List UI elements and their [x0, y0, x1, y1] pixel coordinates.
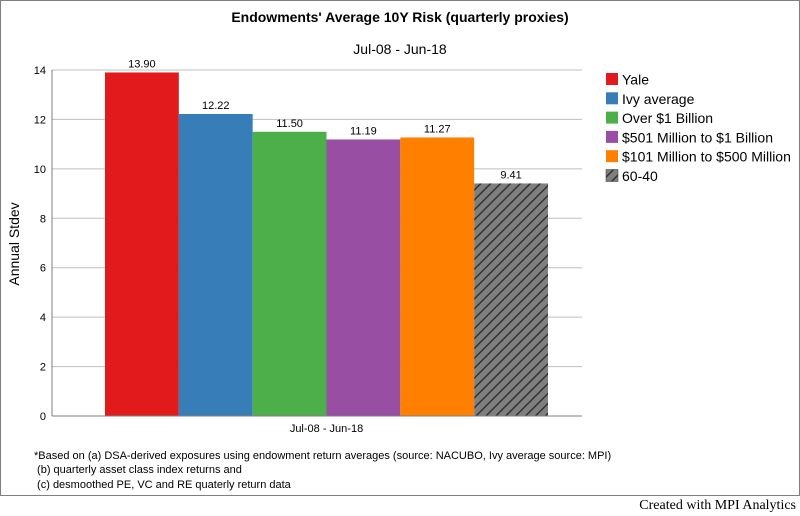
legend-swatch	[606, 73, 618, 85]
legend-label: Ivy average	[622, 91, 695, 107]
legend-label: $501 Million to $1 Billion	[622, 129, 773, 145]
legend-swatch	[605, 169, 619, 182]
data-label: 11.50	[276, 118, 303, 130]
legend-label: Yale	[622, 72, 649, 88]
y-tick-label: 12	[34, 114, 46, 126]
x-tick-label: Jul-08 - Jun-18	[290, 423, 363, 435]
legend-label: Over $1 Billion	[622, 110, 713, 126]
bar-101-million-to-500-million	[400, 137, 475, 416]
data-label: 12.22	[202, 100, 230, 112]
legend-label: $101 Million to $500 Million	[622, 149, 791, 165]
legend-swatch	[606, 92, 618, 105]
data-label: 9.41	[500, 169, 521, 181]
legend-swatch	[606, 130, 618, 143]
bar-ivy-average	[178, 113, 253, 417]
y-tick-label: 2	[40, 362, 46, 374]
credit-text: Created with MPI Analytics	[639, 498, 796, 513]
footnote-line-2: (b) quarterly asset class index returns …	[34, 464, 242, 476]
y-tick-label: 0	[40, 411, 46, 423]
chart-subtitle: Jul-08 - Jun-18	[353, 41, 447, 57]
chart-title: Endowments' Average 10Y Risk (quarterly …	[231, 9, 568, 25]
data-label: 11.19	[350, 125, 377, 137]
footnote-line-3: (c) desmoothed PE, VC and RE quaterly re…	[34, 479, 292, 491]
bar-60-40	[474, 183, 548, 416]
y-axis-label: Annual Stdev	[6, 202, 22, 285]
bar-501-million-to-1-billion	[326, 139, 401, 416]
legend-swatch	[606, 111, 618, 124]
bar-over-1-billion	[252, 131, 327, 417]
y-tick-label: 6	[40, 263, 46, 275]
footnote-line-1: *Based on (a) DSA-derived exposures usin…	[34, 450, 611, 462]
legend-swatch	[606, 150, 618, 163]
data-label: 11.27	[424, 123, 451, 135]
y-tick-label: 10	[34, 164, 46, 176]
bar-yale	[105, 72, 179, 416]
data-label: 13.90	[128, 58, 156, 70]
y-tick-label: 14	[34, 65, 46, 77]
legend-label: 60-40	[622, 168, 658, 184]
y-tick-label: 4	[40, 312, 46, 324]
y-tick-label: 8	[40, 213, 46, 225]
